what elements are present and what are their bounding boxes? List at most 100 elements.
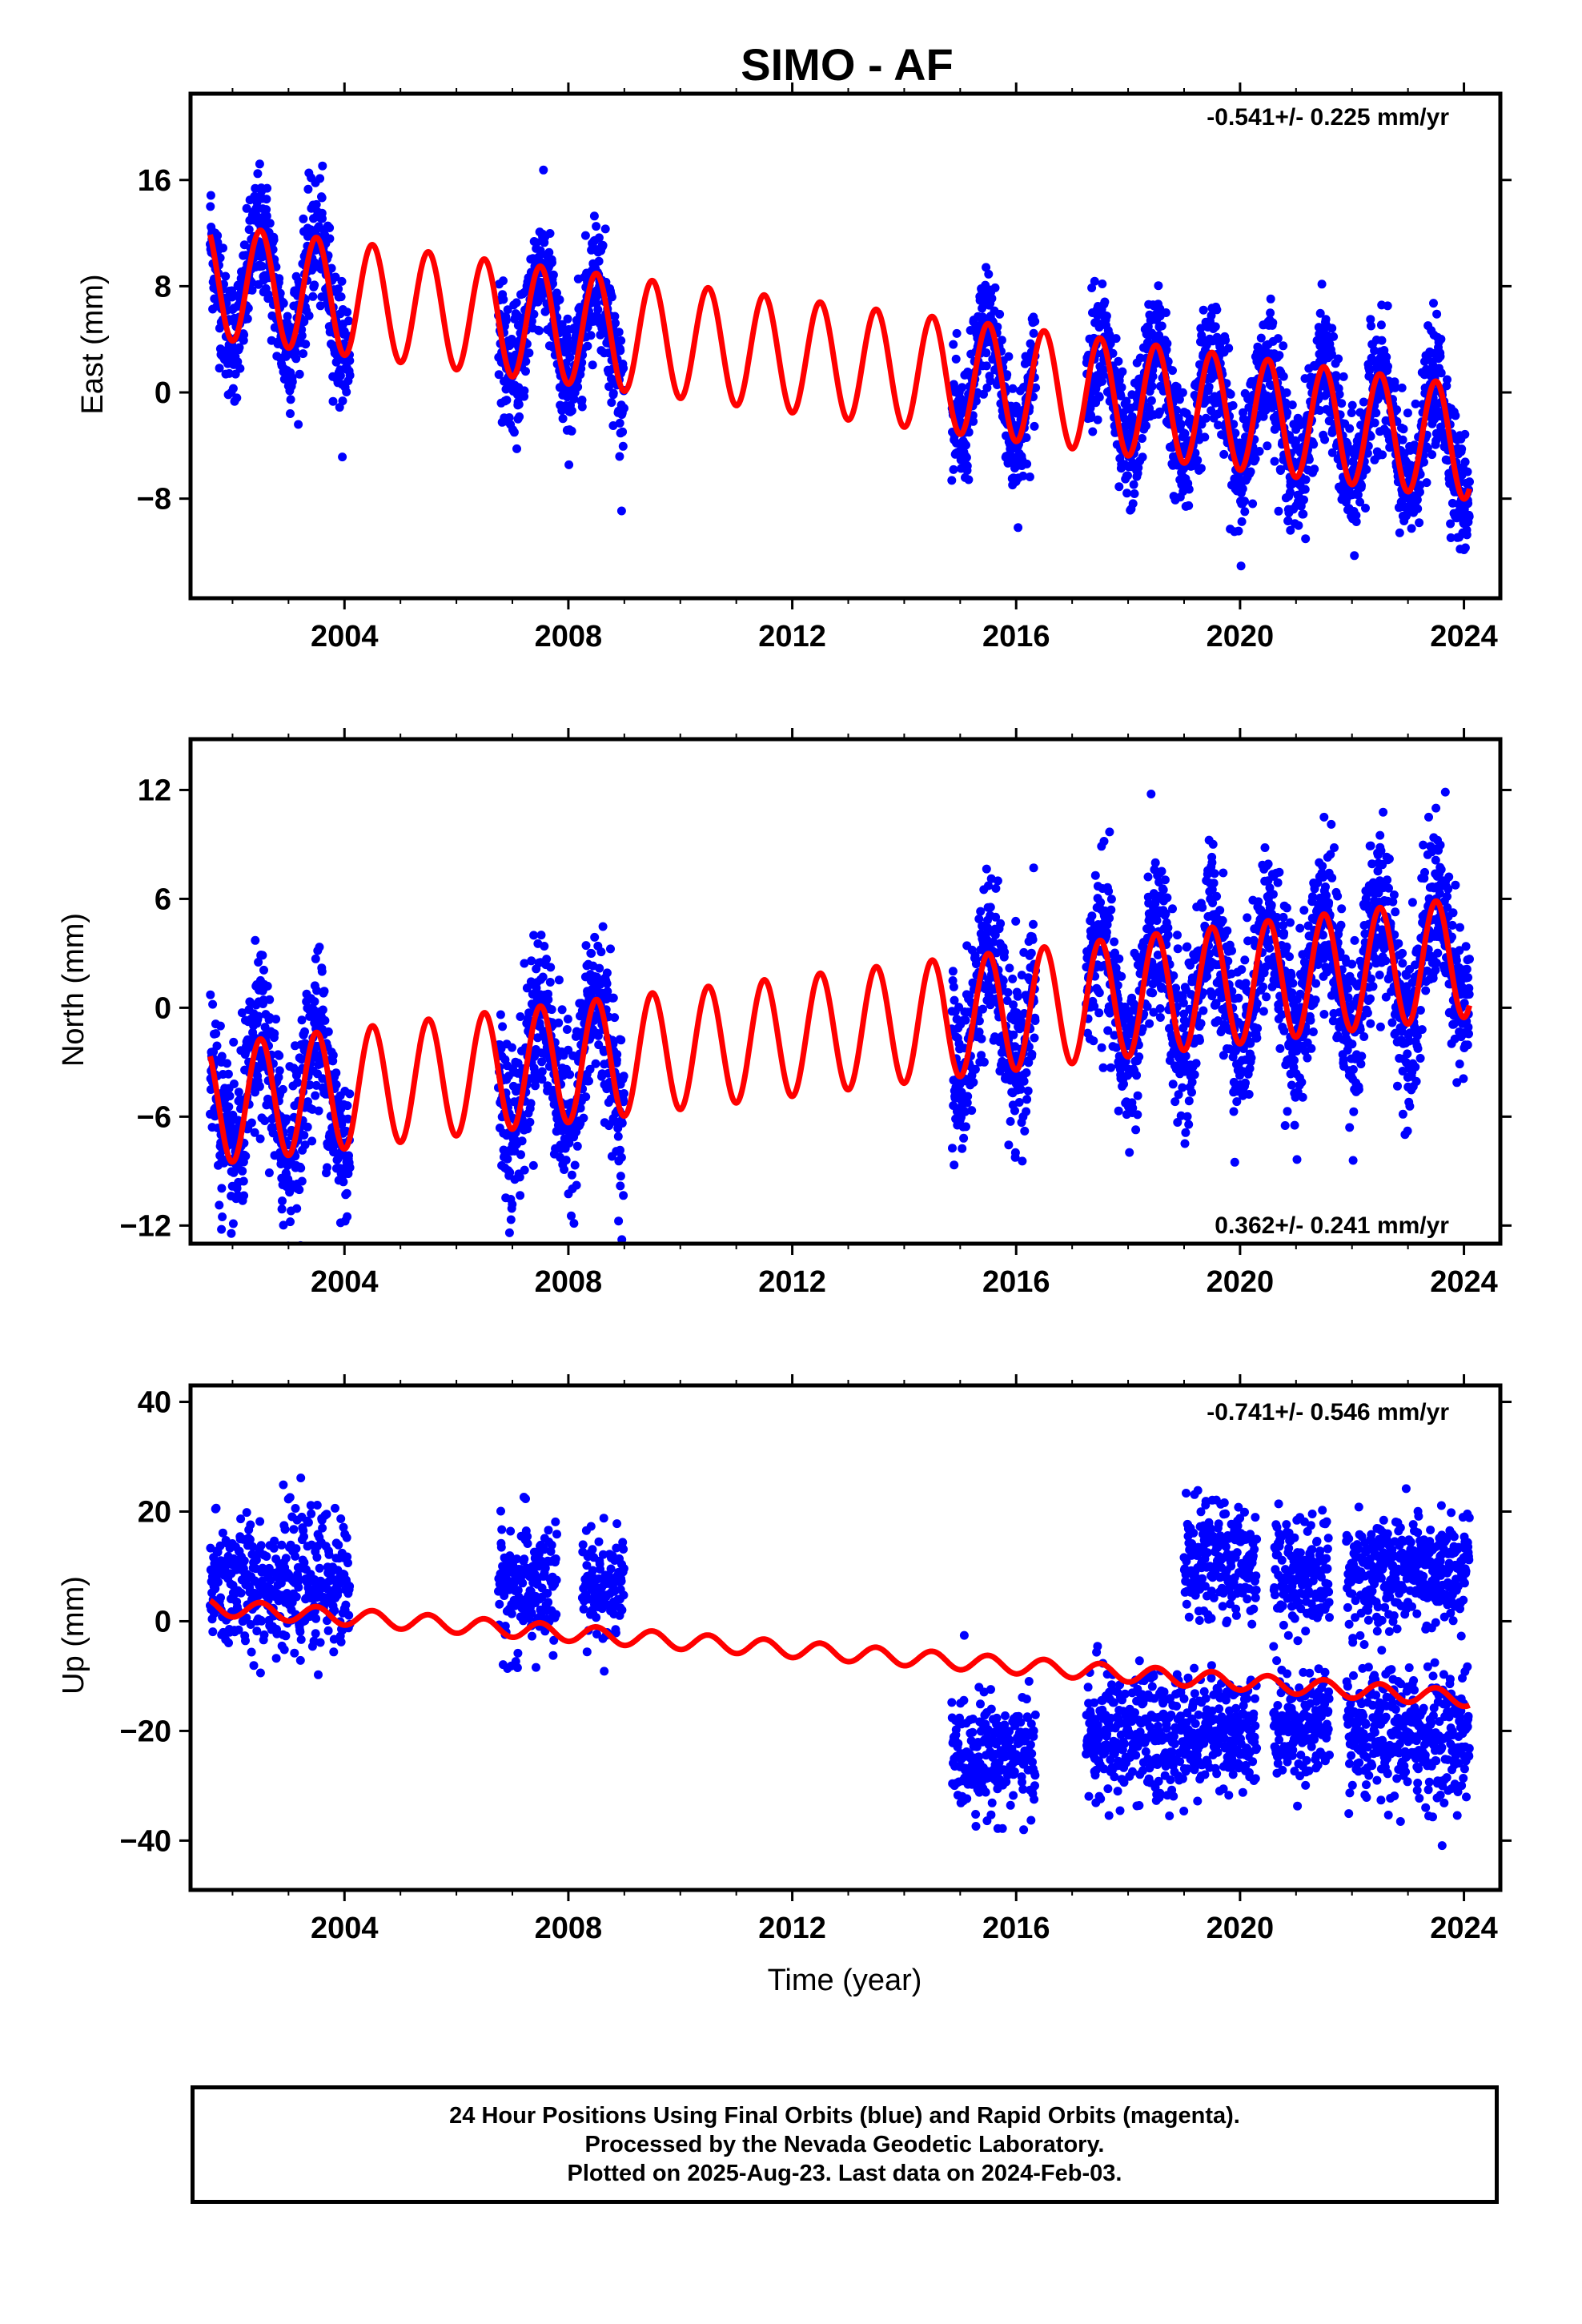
east-data-point xyxy=(593,305,603,315)
east-data-point xyxy=(257,261,267,271)
east-data-point xyxy=(283,312,292,321)
east-data-point xyxy=(1180,428,1190,438)
east-data-point xyxy=(244,225,254,235)
east-data-point xyxy=(1168,366,1177,376)
east-data-point xyxy=(1279,372,1288,381)
east-data-point xyxy=(221,271,231,281)
east-data-point xyxy=(1345,424,1355,433)
east-data-point xyxy=(990,283,1000,292)
north-data-point xyxy=(1125,1148,1134,1157)
north-data-point xyxy=(579,1113,588,1123)
east-data-point xyxy=(1347,408,1356,417)
east-data-point xyxy=(1100,297,1110,307)
east-data-point xyxy=(235,343,244,352)
north-data-point xyxy=(1105,914,1114,923)
east-data-point xyxy=(987,294,997,304)
north-data-point xyxy=(311,1091,320,1100)
east-data-point xyxy=(608,388,618,398)
east-data-point xyxy=(969,416,978,426)
north-data-point xyxy=(546,963,556,972)
north-data-point xyxy=(1195,1035,1204,1045)
east-data-point xyxy=(1017,454,1026,464)
north-data-point xyxy=(319,987,329,996)
east-data-point xyxy=(1266,308,1275,318)
north-data-point xyxy=(616,1145,624,1155)
north-data-point xyxy=(1155,1004,1165,1013)
north-data-point xyxy=(297,1176,307,1186)
east-data-point xyxy=(499,295,508,304)
north-data-point xyxy=(314,1106,323,1116)
east-data-point xyxy=(228,384,238,393)
east-data-point xyxy=(294,420,303,429)
east-data-point xyxy=(1094,392,1104,402)
north-data-point xyxy=(602,979,612,988)
north-data-point xyxy=(255,1082,264,1092)
north-data-point xyxy=(1004,1140,1014,1150)
north-data-point xyxy=(1168,904,1177,914)
east-data-point xyxy=(1361,504,1370,513)
north-data-point xyxy=(224,1102,234,1112)
east-data-point xyxy=(1464,512,1474,521)
north-data-point xyxy=(293,1078,303,1088)
east-data-point xyxy=(567,406,576,416)
north-data-point xyxy=(310,997,319,1007)
north-data-point xyxy=(255,1134,265,1144)
north-data-point xyxy=(1131,1125,1141,1135)
east-data-point xyxy=(1251,454,1260,464)
north-data-point xyxy=(1013,991,1022,1001)
east-data-point xyxy=(588,360,597,370)
east-xtick-label: 2004 xyxy=(311,620,379,653)
north-data-point xyxy=(612,1050,622,1059)
east-data-point xyxy=(1383,362,1392,372)
north-data-point xyxy=(275,1066,284,1076)
east-data-point xyxy=(297,331,307,340)
east-data-point xyxy=(1196,464,1206,473)
east-data-point xyxy=(962,440,970,450)
east-data-point xyxy=(614,328,624,337)
east-data-point xyxy=(1398,435,1407,444)
east-data-point xyxy=(1129,480,1138,489)
north-data-point xyxy=(560,1165,569,1174)
north-data-point xyxy=(296,1164,306,1173)
east-data-point xyxy=(619,364,628,373)
east-data-point xyxy=(1004,352,1014,361)
east-data-point xyxy=(616,336,626,345)
north-data-point xyxy=(613,1132,623,1141)
east-data-point xyxy=(295,369,304,379)
north-data-point xyxy=(1150,858,1160,867)
east-data-point xyxy=(1246,467,1255,476)
north-data-point xyxy=(1011,916,1021,926)
north-data-point xyxy=(616,1152,626,1162)
north-data-point xyxy=(616,1172,625,1181)
east-data-point xyxy=(1106,339,1115,348)
east-data-point xyxy=(253,169,263,179)
north-data-point xyxy=(1094,988,1104,998)
north-data-point xyxy=(595,963,604,973)
east-data-point xyxy=(501,316,511,325)
east-data-point xyxy=(1301,534,1311,544)
north-data-point xyxy=(343,1101,352,1111)
north-data-point xyxy=(239,1191,249,1200)
east-data-point xyxy=(995,309,1005,319)
east-data-point xyxy=(1463,467,1472,476)
east-data-point xyxy=(206,191,215,200)
east-data-point xyxy=(1331,371,1341,380)
north-data-point xyxy=(963,1092,973,1101)
north-data-point xyxy=(1018,1156,1027,1166)
north-data-point xyxy=(215,1200,224,1210)
east-data-point xyxy=(949,464,958,474)
north-data-point xyxy=(614,1216,624,1226)
north-data-point xyxy=(1162,893,1172,903)
east-data-point xyxy=(1342,487,1351,497)
north-data-point xyxy=(345,1089,355,1099)
east-data-point xyxy=(247,285,257,295)
east-data-point xyxy=(1212,305,1222,315)
east-data-point xyxy=(1377,336,1387,345)
east-data-point xyxy=(1382,352,1391,362)
north-data-point xyxy=(1087,911,1097,921)
east-data-point xyxy=(1403,408,1412,418)
north-data-point xyxy=(311,954,320,963)
north-data-point xyxy=(508,1200,517,1209)
east-data-point xyxy=(982,348,991,358)
east-data-point xyxy=(1432,309,1442,319)
